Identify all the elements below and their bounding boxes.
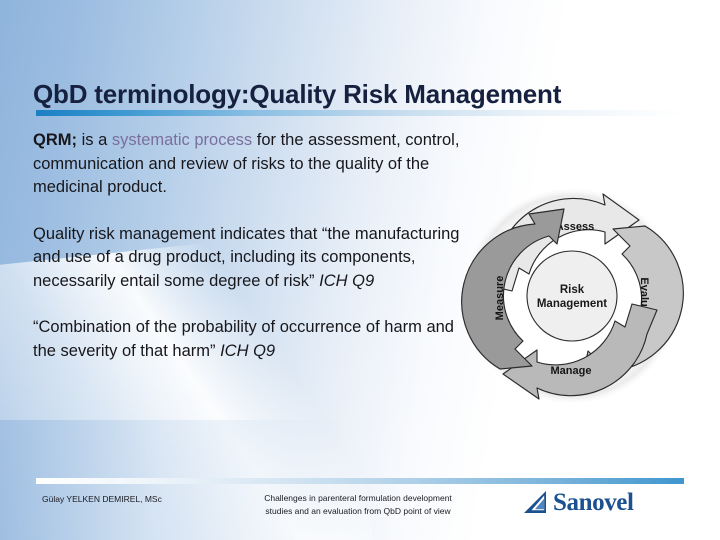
cycle-center-line2: Management: [537, 298, 607, 310]
paragraph-ich-q9-quote-2: “Combination of the probability of occur…: [33, 316, 469, 363]
quote-2-source: ICH Q9: [220, 341, 276, 360]
footer-subject-line-2: studies and an evaluation from QbD point…: [265, 506, 451, 516]
footer-subject: Challenges in parenteral formulation dev…: [243, 492, 473, 518]
sanovel-logo: Sanovel: [521, 487, 663, 517]
cycle-label-measure: Measure: [494, 276, 506, 321]
sanovel-logo-text: Sanovel: [553, 488, 634, 516]
footer-subject-line-1: Challenges in parenteral formulation dev…: [264, 493, 452, 503]
cycle-label-manage: Manage: [551, 365, 592, 377]
qrm-text-before-highlight: is a: [77, 131, 112, 149]
paragraph-ich-q9-quote-1: Quality risk management indicates that “…: [33, 223, 469, 294]
qrm-text-after-highlight: for the assessment, control, communicati…: [33, 131, 460, 196]
cycle-label-assess: Assess: [556, 221, 595, 233]
footer-divider-rule: [36, 478, 684, 484]
quote-1-text: Quality risk management indicates that “…: [33, 224, 460, 290]
page-title: QbD terminology:Quality Risk Management: [33, 79, 562, 109]
sanovel-logo-mark-icon: [524, 491, 546, 513]
cycle-segment-assess: Assess: [486, 193, 640, 292]
quote-2-text: “Combination of the probability of occur…: [33, 318, 454, 360]
quote-1-source: ICH Q9: [319, 271, 375, 290]
body-text-block: QRM; is a systematic process for the ass…: [33, 129, 469, 363]
cycle-segment-manage: Manage: [502, 303, 658, 400]
title-underline-rule: [36, 110, 684, 116]
cycle-segment-measure: Measure: [461, 208, 565, 370]
systematic-process-highlight: systematic process: [111, 131, 253, 149]
paragraph-qrm-definition: QRM; is a systematic process for the ass…: [33, 129, 469, 200]
cycle-center-line1: Risk: [560, 284, 585, 296]
footer-author: Gülay YELKEN DEMIREL, MSc: [42, 494, 162, 504]
qrm-lead-label: QRM;: [33, 131, 77, 149]
cycle-center-hub: [526, 250, 618, 342]
risk-management-cycle-diagram: Assess Evaluate Manage Measure Risk Mana…: [455, 188, 690, 410]
